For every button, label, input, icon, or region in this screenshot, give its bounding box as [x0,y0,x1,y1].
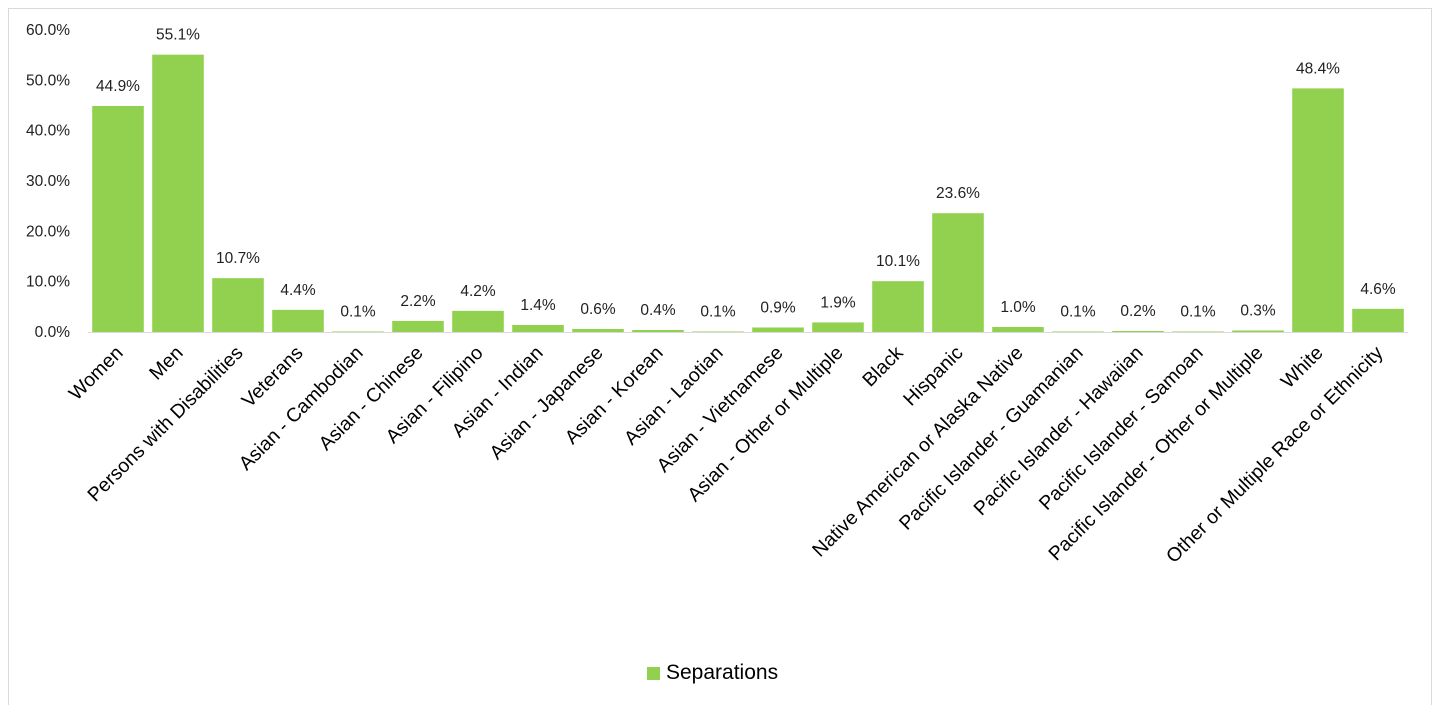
bar [1232,330,1284,332]
category-label: Black [858,342,907,391]
category-label: White [1277,342,1328,393]
data-label: 48.4% [1296,60,1340,77]
y-tick-label: 60.0% [26,22,70,39]
legend: Separations [647,661,778,685]
bar [332,331,384,332]
y-tick-label: 30.0% [26,173,70,190]
legend-swatch [647,666,660,680]
data-label: 0.3% [1240,302,1276,319]
data-label: 0.1% [340,303,376,320]
bar [452,310,504,332]
data-label: 2.2% [400,293,436,310]
data-label: 55.1% [156,27,200,44]
category-label: Asian - Japanese [485,342,607,464]
data-label: 1.9% [820,294,856,311]
data-label: 23.6% [936,185,980,202]
bar [92,106,144,332]
data-label: 1.4% [520,297,556,314]
y-tick-label: 20.0% [26,223,70,240]
bar [692,331,744,332]
y-tick-label: 50.0% [26,72,70,89]
data-label: 44.9% [96,78,140,95]
bar [1292,88,1344,332]
data-label: 0.9% [760,299,796,316]
legend-label: Separations [666,661,779,684]
data-label: 0.1% [1060,303,1096,320]
bar [1172,331,1224,332]
y-tick-label: 0.0% [35,324,71,341]
bar [152,54,204,332]
bar [992,326,1044,332]
bar [1352,308,1404,332]
bar [932,213,984,332]
bar [872,281,924,332]
data-label: 10.7% [216,250,260,267]
data-label: 0.2% [1120,303,1156,320]
bar [632,329,684,332]
bar [752,327,804,332]
data-label: 0.1% [700,303,736,320]
y-tick-label: 10.0% [26,274,70,291]
category-label: Asian - Chinese [315,342,428,455]
bar [392,320,444,332]
data-label: 10.1% [876,253,920,270]
category-label: Other or Multiple Race or Ethnicity [1162,342,1388,568]
bar [512,324,564,332]
bar [272,309,324,332]
data-label: 0.6% [580,301,616,318]
bar [572,328,624,332]
category-label: Women [65,342,128,405]
chart-frame [8,8,1432,705]
data-label: 0.1% [1180,303,1216,320]
data-label: 0.4% [640,302,676,319]
data-label: 4.2% [460,283,496,300]
category-label: Men [145,342,187,384]
data-label: 1.0% [1000,299,1036,316]
bar [1112,330,1164,332]
category-label: Pacific Islander - Other or Multiple [1044,342,1267,565]
bar [212,278,264,332]
bar [1052,331,1104,332]
y-tick-label: 40.0% [26,123,70,140]
bar [812,322,864,332]
data-label: 4.6% [1360,281,1396,298]
data-label: 4.4% [280,282,316,299]
